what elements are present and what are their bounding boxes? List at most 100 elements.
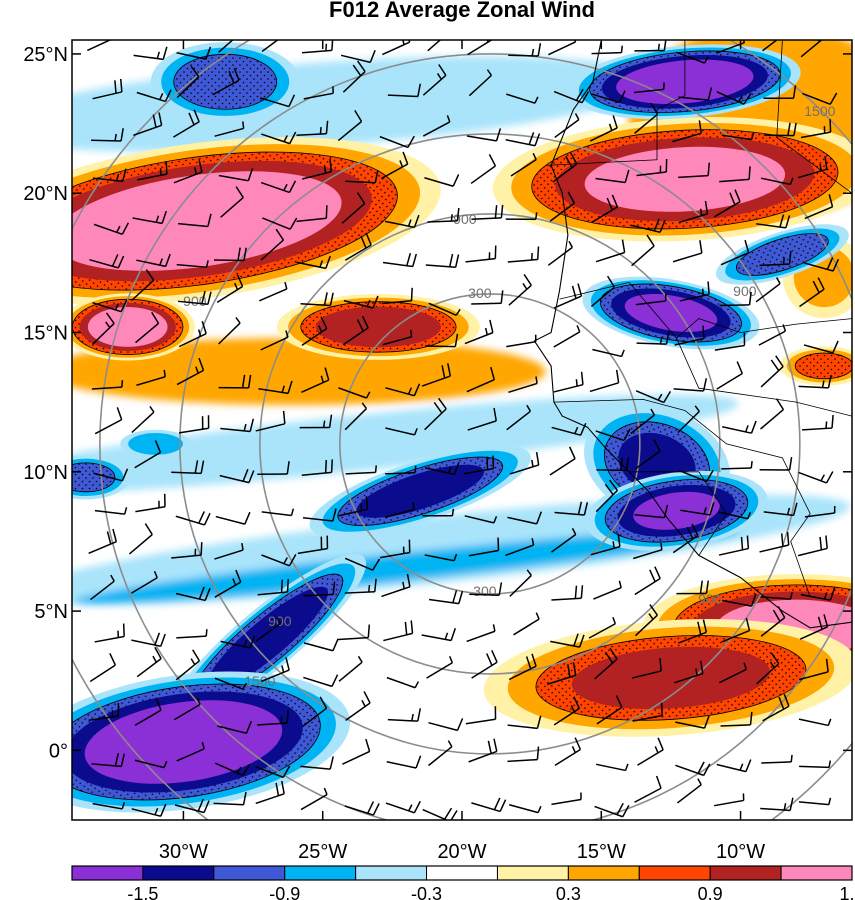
wind-barb	[342, 60, 366, 93]
wind-barb	[721, 461, 753, 470]
wind-barb	[798, 374, 832, 389]
wind-barb	[590, 275, 616, 307]
wind-barb	[214, 677, 248, 690]
contour-level	[84, 700, 283, 784]
wind-barb	[595, 479, 619, 513]
wind-barb	[589, 369, 620, 393]
lon-tick-label: 25°W	[298, 841, 347, 863]
negative-anomaly-region	[715, 224, 849, 285]
wind-barb	[471, 204, 504, 221]
wind-barb	[258, 380, 293, 395]
wind-barb	[760, 592, 793, 600]
wind-barb	[799, 760, 832, 769]
country-border	[559, 281, 852, 417]
wind-barb	[635, 439, 661, 470]
wind-barb	[133, 46, 168, 61]
wind-barb	[636, 331, 670, 345]
negative-anomaly-region	[585, 470, 768, 551]
range-ring	[259, 213, 721, 675]
wind-barb	[676, 778, 702, 804]
wind-barb	[136, 646, 162, 678]
wind-barb	[381, 287, 413, 305]
wind-barb	[468, 537, 500, 557]
wind-barb	[590, 533, 621, 556]
negative-anomaly-region	[150, 42, 300, 122]
range-ring	[99, 53, 852, 820]
wind-barb	[596, 457, 630, 472]
colorbar-swatch	[71, 865, 144, 881]
wind-barb	[386, 676, 420, 689]
negative-anomaly-region	[309, 445, 531, 538]
wind-barb	[257, 461, 290, 475]
wind-barb	[301, 367, 330, 394]
wind-barb	[261, 508, 295, 517]
colorbar-label: -1.5	[127, 884, 158, 900]
wind-barb	[635, 390, 672, 404]
wind-barb	[220, 186, 244, 218]
wind-barb	[591, 194, 619, 224]
wind-barb	[505, 212, 538, 221]
wind-barb	[674, 660, 704, 684]
wind-barb	[762, 40, 778, 52]
wind-barb	[91, 380, 124, 390]
wind-barb	[382, 329, 413, 346]
wind-barb	[424, 461, 460, 476]
wind-barb	[428, 590, 464, 605]
colorbar-label: -0.3	[411, 884, 442, 900]
wind-barb	[800, 587, 836, 601]
wind-barb	[220, 635, 256, 649]
wind-barb	[758, 324, 787, 346]
wind-barb	[381, 573, 411, 598]
wind-barb	[176, 357, 205, 386]
wind-barb	[509, 452, 540, 475]
wind-barb	[385, 427, 418, 436]
wind-barb	[300, 756, 334, 770]
range-ring	[339, 293, 641, 595]
wind-barb	[87, 40, 112, 52]
wind-barb	[800, 40, 823, 58]
wind-barb	[422, 508, 455, 517]
wind-barb	[379, 135, 415, 149]
wind-barb	[634, 566, 661, 596]
positive-anomaly-region	[483, 619, 852, 737]
country-border	[545, 40, 686, 166]
range-ring-label: 900	[733, 283, 757, 299]
wind-barb	[424, 174, 460, 187]
wind-barb	[464, 515, 498, 524]
country-border	[776, 40, 852, 194]
wind-barb	[214, 247, 247, 262]
wind-barb	[426, 656, 454, 679]
wind-barb	[385, 465, 417, 475]
wind-barb	[303, 581, 336, 597]
lon-tick-label: 15°W	[577, 841, 626, 863]
wind-barb	[214, 121, 245, 137]
wind-barb	[427, 207, 460, 223]
wind-barb	[345, 691, 371, 722]
wind-barb	[94, 407, 123, 435]
wind-barb	[716, 90, 752, 105]
wind-barb	[463, 455, 495, 475]
wind-barb	[297, 535, 329, 555]
wind-barb	[507, 511, 543, 525]
wind-barb	[133, 112, 163, 137]
wind-barb	[135, 311, 160, 344]
wind-barb	[131, 570, 158, 594]
wind-barb	[797, 156, 828, 179]
wind-barb	[468, 738, 498, 763]
wind-barb	[134, 440, 162, 469]
wind-barb	[713, 189, 741, 218]
wind-barb	[135, 493, 166, 513]
wind-barb	[384, 502, 415, 519]
wind-barb	[301, 316, 328, 346]
wind-barb	[257, 710, 289, 726]
wind-barb	[136, 369, 166, 386]
wind-barb	[382, 252, 418, 268]
colorbar-label: 1.5	[839, 884, 855, 900]
wind-barb	[178, 321, 207, 348]
wind-barb	[804, 194, 834, 220]
wind-barb	[675, 715, 710, 729]
contour-level	[205, 586, 329, 692]
wind-barb	[471, 290, 504, 305]
wind-barb	[674, 325, 705, 346]
wind-barb	[171, 542, 203, 559]
